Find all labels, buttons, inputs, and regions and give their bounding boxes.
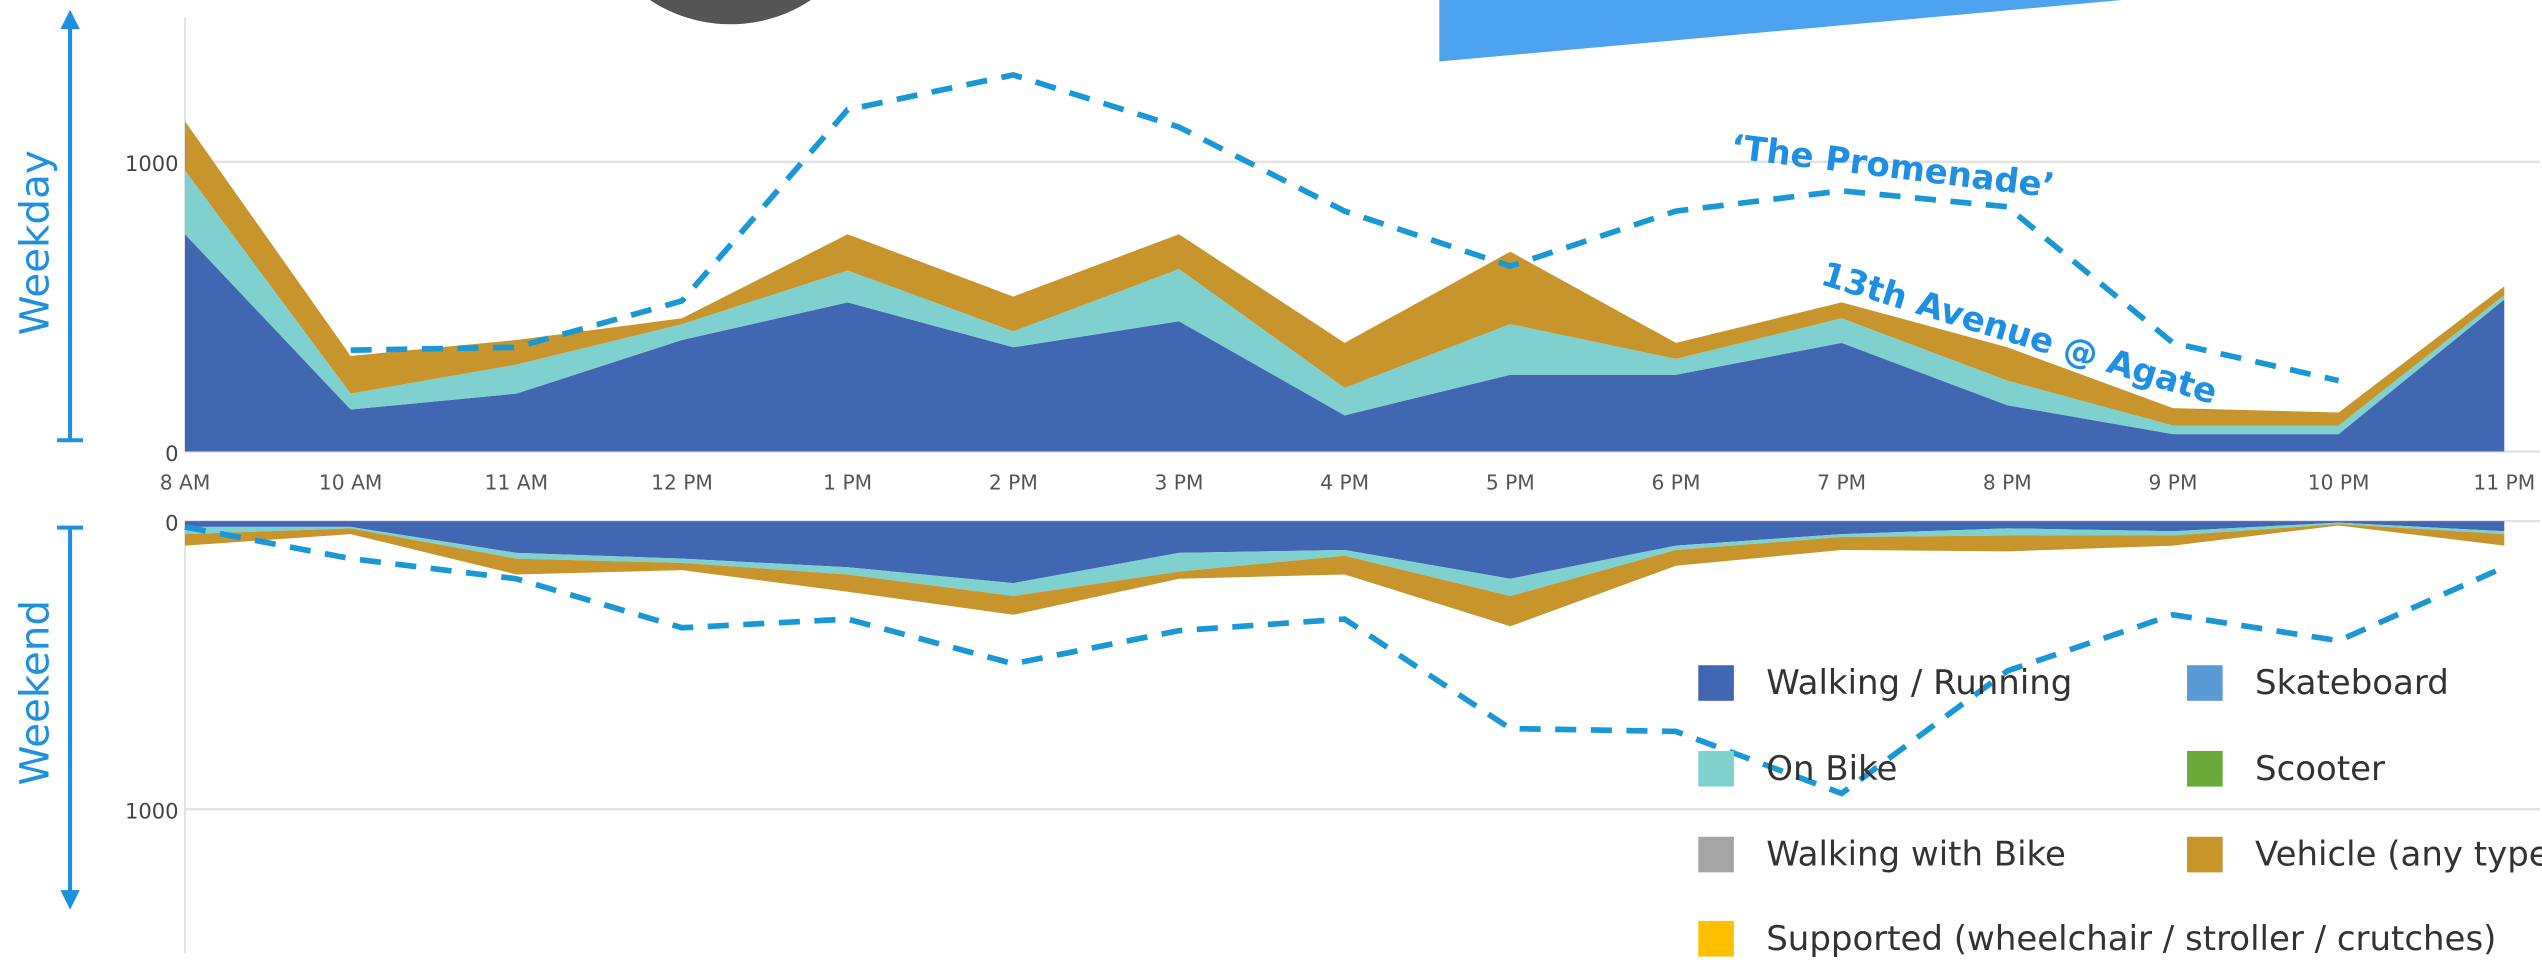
legend-label: Supported (wheelchair / stroller / crutc… — [1766, 919, 2496, 959]
x-tick-label: 4 PM — [1320, 470, 1369, 494]
y-tick-label: 1000 — [125, 151, 179, 176]
x-tick-label: 11 PM — [2473, 470, 2535, 494]
y-tick-label: 1000 — [125, 798, 179, 823]
legend-label: Scooter — [2255, 749, 2385, 789]
y-tick-label: 0 — [165, 441, 178, 466]
x-tick-label: 11 AM — [485, 470, 548, 494]
weekend-arrow — [57, 525, 84, 910]
legend-label: On Bike — [1766, 749, 1897, 789]
x-tick-label: 1 PM — [823, 470, 872, 494]
x-tick-label: 7 PM — [1817, 470, 1866, 494]
legend-label: Vehicle (any type) — [2255, 835, 2542, 875]
x-tick-label: 9 PM — [2148, 470, 2197, 494]
legend-swatch — [1698, 750, 1734, 787]
area — [184, 521, 2505, 584]
y-axis-label: Weekday — [11, 150, 59, 335]
x-tick-label: 10 AM — [319, 470, 382, 494]
x-tick-label: 8 PM — [1983, 470, 2032, 494]
legend-swatch — [2187, 665, 2223, 701]
x-tick-label: 6 PM — [1651, 470, 1700, 494]
legend-swatch — [2187, 750, 2223, 787]
x-tick-label: 2 PM — [989, 470, 1038, 494]
area — [184, 170, 2505, 435]
banner-decoration — [1439, 0, 2123, 62]
x-tick-label: 5 PM — [1486, 470, 1535, 494]
area — [184, 522, 2505, 597]
x-tick-label: 8 AM — [160, 470, 211, 494]
photo-decoration — [649, 0, 811, 25]
x-tick-label: 12 PM — [651, 470, 713, 494]
legend-swatch — [1698, 836, 1734, 873]
y-axis-label: Weekend — [11, 600, 59, 786]
y-tick-label: 0 — [165, 510, 178, 535]
dashed-line — [350, 72, 2340, 384]
area — [184, 234, 2505, 452]
x-tick-label: 10 PM — [2308, 470, 2370, 494]
weekday-arrow — [57, 9, 84, 443]
x-tick-label: 3 PM — [1155, 470, 1204, 494]
legend-swatch — [1698, 920, 1734, 957]
legend-label: Walking / Running — [1766, 663, 2072, 703]
legend-label: Skateboard — [2255, 663, 2449, 703]
area — [184, 524, 2505, 627]
legend-label: Walking with Bike — [1766, 835, 2066, 875]
dashed-line — [184, 524, 2506, 797]
legend-swatch — [2187, 836, 2223, 873]
legend-swatch — [1698, 665, 1734, 701]
